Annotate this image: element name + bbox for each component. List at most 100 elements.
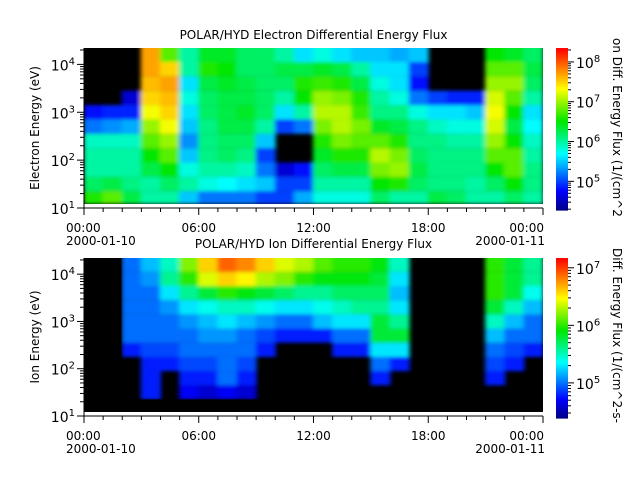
heatmap-cell: [293, 314, 314, 329]
heatmap-cell: [121, 342, 142, 357]
heatmap-cell: [504, 271, 525, 287]
heatmap-cell: [408, 48, 429, 62]
heatmap-cell: [389, 105, 410, 120]
heatmap-cell: [121, 286, 142, 301]
heatmap-cell: [198, 105, 219, 120]
colorbar-segment: [556, 276, 568, 279]
heatmap-cell: [179, 76, 200, 91]
y-tick-base: 10: [51, 202, 69, 218]
heatmap-cell: [370, 119, 391, 134]
colorbar-segment: [556, 346, 568, 349]
colorbar-segment: [556, 322, 568, 325]
heatmap-cell: [121, 328, 142, 343]
heatmap-cell: [255, 119, 276, 134]
y-tick-label: 102: [51, 361, 75, 379]
colorbar-segment: [556, 179, 568, 183]
y-tick-label: 101: [51, 200, 75, 218]
colorbar-segment: [556, 400, 568, 403]
heatmap-cell: [121, 300, 142, 315]
heatmap-cells-smoothed: [121, 258, 543, 400]
colorbar-segment: [556, 159, 568, 162]
y-tick-base: 10: [51, 315, 69, 331]
colorbar-segment: [556, 100, 568, 104]
heatmap-cell: [408, 105, 429, 120]
heatmap-cell: [408, 90, 429, 106]
heatmap-cell: [293, 191, 314, 204]
colorbar-segment: [556, 350, 568, 353]
colorbar-segment: [556, 378, 568, 381]
heatmap-cell: [274, 191, 295, 204]
heatmap-cell: [160, 300, 181, 315]
colorbar-tick-label: 107: [576, 94, 600, 112]
heatmap-cell: [370, 371, 391, 386]
colorbar-segment: [556, 300, 568, 303]
colorbar-segment: [556, 104, 568, 108]
heatmap-cell: [140, 271, 161, 287]
heatmap-cell: [466, 133, 487, 149]
heatmap-cell: [446, 133, 467, 149]
heatmap-cell: [293, 176, 314, 192]
heatmap-cell: [217, 191, 238, 204]
heatmap-cell: [427, 176, 448, 192]
heatmap-cell: [427, 133, 448, 149]
heatmap-cell: [332, 133, 353, 149]
heatmap-cell: [485, 76, 506, 91]
colorbar-segment: [556, 122, 568, 126]
colorbar-segment: [556, 60, 568, 63]
heatmap-cell: [523, 148, 543, 163]
heatmap-cell: [504, 148, 525, 163]
heatmap-cell: [217, 176, 238, 192]
colorbar-segment: [556, 360, 568, 363]
colorbar-segment: [556, 382, 568, 385]
colorbar-segment: [556, 131, 568, 134]
heatmap-cell: [313, 191, 334, 204]
heatmap-cell: [160, 176, 181, 192]
heatmap-cell: [332, 191, 353, 204]
heatmap-cell: [504, 119, 525, 134]
colorbar-segment: [556, 362, 568, 365]
heatmap-cell: [523, 328, 543, 343]
heatmap-cell: [198, 271, 219, 287]
colorbar-segment: [556, 318, 568, 321]
colorbar-segment: [556, 161, 568, 165]
heatmap-cell: [236, 300, 257, 315]
heatmap-cell: [255, 328, 276, 343]
y-tick-exponent: 2: [69, 152, 75, 163]
heatmap-cell: [370, 191, 391, 204]
heatmap-cell: [485, 371, 506, 386]
heatmap-cell: [389, 300, 410, 315]
heatmap-cell: [370, 314, 391, 329]
heatmap-cell: [84, 133, 104, 149]
colorbar-label: Diff. Energy Flux (1/(cm^2-s-: [610, 248, 624, 423]
colorbar-segment: [556, 406, 568, 409]
colorbar-segment: [556, 386, 568, 389]
colorbar-segment: [556, 195, 568, 199]
heatmap-cell: [466, 191, 487, 204]
heatmap-cell: [274, 271, 295, 287]
colorbar-segment: [556, 171, 568, 175]
colorbar-segment: [556, 336, 568, 339]
heatmap-cell: [255, 286, 276, 301]
heatmap-cell: [351, 300, 372, 315]
colorbar-segment: [556, 187, 568, 191]
heatmap-cell: [179, 314, 200, 329]
heatmap-cell: [217, 148, 238, 163]
heatmap-cell: [198, 286, 219, 301]
heatmap-cell: [485, 356, 506, 372]
heatmap-cell: [504, 162, 525, 177]
colorbar-segment: [556, 374, 568, 377]
x-tick-label-time: 00:00: [66, 221, 101, 235]
colorbar-tick-label: 107: [576, 260, 600, 278]
colorbar-segment: [556, 90, 568, 94]
heatmap-cell: [179, 328, 200, 343]
heatmap-cell: [198, 76, 219, 91]
heatmap-cell: [485, 61, 506, 77]
colorbar-tick-exponent: 8: [594, 54, 600, 65]
y-tick-base: 10: [51, 154, 69, 170]
heatmap-cell: [370, 90, 391, 106]
colorbar-tick-label: 105: [576, 173, 600, 191]
heatmap-cell: [236, 176, 257, 192]
y-tick-label: 104: [51, 266, 75, 284]
